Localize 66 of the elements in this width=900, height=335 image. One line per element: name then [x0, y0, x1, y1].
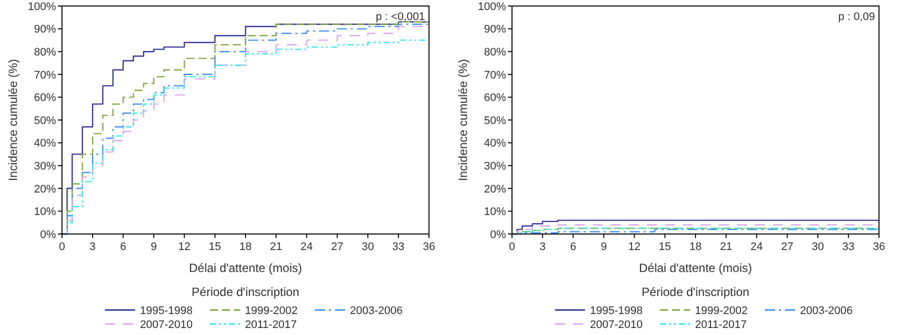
legend-label: 2003-2006 [350, 304, 403, 317]
x-tick-label: 30 [812, 241, 824, 253]
x-tick-label: 27 [331, 241, 344, 253]
x-tick-label: 12 [628, 241, 640, 253]
y-axis-title: Incidence cumulée (%) [456, 58, 470, 182]
y-tick-label: 80% [34, 46, 56, 58]
x-tick-label: 21 [720, 241, 732, 253]
x-tick-label: 0 [508, 241, 516, 253]
legend-title: Période d'inscription [192, 285, 300, 299]
y-tick-label: 80% [484, 46, 506, 58]
x-tick-label: 9 [150, 241, 157, 253]
y-tick-label: 20% [34, 183, 56, 196]
x-tick-label: 9 [600, 241, 607, 253]
x-tick-label: 30 [362, 241, 374, 253]
y-tick-label: 10% [34, 206, 56, 218]
legend-label: 1999-2002 [245, 304, 298, 317]
annotation: p : <0,001 [376, 11, 425, 23]
y-tick-label: 50% [34, 114, 56, 127]
x-tick-label: 0 [58, 241, 66, 253]
x-tick-label: 27 [781, 241, 794, 253]
x-tick-label: 6 [570, 241, 576, 253]
x-tick-label: 24 [750, 241, 763, 253]
legend-title: Période d'inscription [642, 285, 750, 299]
annotation: p : 0,09 [838, 11, 875, 23]
y-tick-label: 40% [34, 138, 56, 150]
legend-label: 2011-2017 [245, 318, 297, 331]
y-tick-label: 100% [28, 0, 56, 13]
x-tick-label: 15 [658, 241, 672, 253]
y-tick-label: 30% [34, 160, 56, 172]
x-tick-label: 12 [178, 241, 190, 253]
legend-label: 2003-2006 [800, 304, 853, 317]
y-tick-label: 90% [484, 24, 506, 36]
x-axis-title: Délai d'attente (mois) [638, 261, 752, 275]
x-axis-title: Délai d'attente (mois) [188, 261, 302, 275]
x-tick-label: 36 [422, 241, 436, 253]
y-tick-label: 70% [484, 69, 506, 82]
y-axis-title: Incidence cumulée (%) [6, 58, 20, 182]
x-tick-label: 15 [208, 241, 222, 253]
y-tick-label: 90% [34, 24, 56, 36]
x-tick-label: 3 [540, 241, 546, 253]
y-tick-label: 20% [484, 183, 506, 196]
x-tick-label: 18 [239, 241, 252, 253]
x-tick-label: 3 [90, 241, 96, 253]
x-tick-label: 33 [842, 241, 855, 253]
x-tick-label: 24 [300, 241, 313, 253]
y-tick-label: 100% [478, 0, 506, 13]
y-tick-label: 0% [490, 228, 506, 241]
y-tick-label: 40% [484, 138, 506, 150]
x-tick-label: 6 [120, 241, 126, 253]
legend-label: 2007-2010 [140, 318, 193, 331]
legend-label: 1995-1998 [140, 304, 193, 317]
x-tick-label: 21 [270, 241, 282, 253]
y-tick-label: 60% [484, 92, 506, 104]
x-tick-label: 36 [872, 241, 886, 253]
legend-label: 2011-2017 [695, 318, 747, 331]
y-tick-label: 70% [34, 69, 56, 82]
legend-label: 1995-1998 [590, 304, 643, 317]
legend-label: 2007-2010 [590, 318, 643, 331]
x-tick-label: 33 [392, 241, 405, 253]
x-tick-label: 18 [689, 241, 702, 253]
y-tick-label: 60% [34, 92, 56, 104]
legend-label: 1999-2002 [695, 304, 748, 317]
y-tick-label: 50% [484, 114, 506, 127]
y-tick-label: 0% [40, 228, 56, 241]
y-tick-label: 10% [484, 206, 506, 218]
y-tick-label: 30% [484, 160, 506, 172]
